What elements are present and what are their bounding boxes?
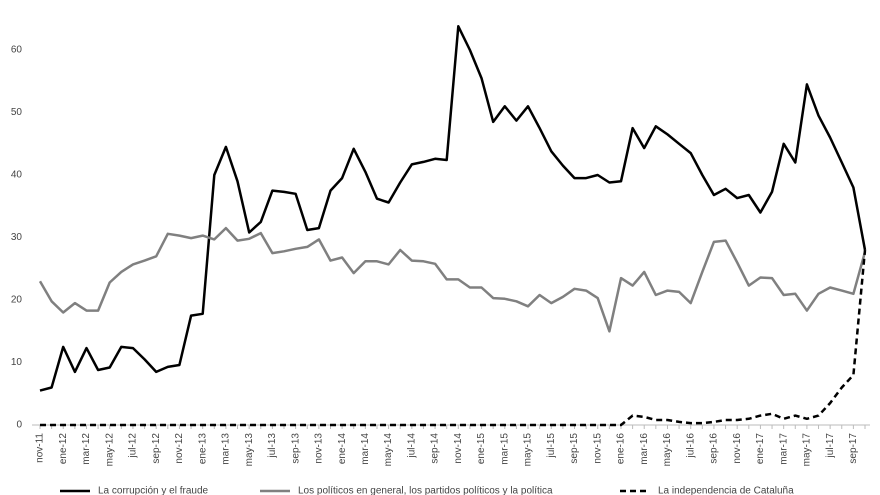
series-line <box>39 25 867 392</box>
x-tick-label: sep-13 <box>290 433 301 464</box>
x-tick-label: ene-13 <box>197 433 208 465</box>
legend-label: La independencia de Cataluña <box>658 486 794 495</box>
x-tick-label: may-12 <box>104 433 115 467</box>
x-tick-label: mar-16 <box>639 433 650 465</box>
x-tick-label: mar-15 <box>499 433 510 465</box>
x-tick-label: ene-16 <box>616 433 627 465</box>
y-tick-label: 60 <box>11 45 23 56</box>
x-tick-label: jul-16 <box>685 433 696 459</box>
x-tick-label: mar-17 <box>778 433 789 465</box>
x-tick-label: nov-11 <box>35 433 46 463</box>
y-tick-label: 40 <box>11 170 23 181</box>
x-tick-label: sep-14 <box>430 433 441 464</box>
x-tick-label: jul-15 <box>546 433 557 459</box>
y-tick-label: 20 <box>11 295 23 306</box>
x-tick-label: jul-17 <box>825 433 836 459</box>
x-tick-label: may-13 <box>244 433 255 467</box>
x-tick-label: nov-14 <box>453 433 464 464</box>
x-tick-label: nov-13 <box>314 433 325 464</box>
x-tick-label: may-14 <box>383 433 394 467</box>
x-tick-label: sep-12 <box>151 433 162 464</box>
y-tick-label: 0 <box>16 420 22 431</box>
legend-label: Los políticos en general, los partidos p… <box>298 486 553 495</box>
x-tick-label: jul-14 <box>406 433 417 459</box>
x-tick-label: may-17 <box>802 433 813 467</box>
x-tick-label: mar-12 <box>81 433 92 465</box>
x-tick-label: ene-12 <box>58 433 69 465</box>
x-tick-label: may-16 <box>662 433 673 467</box>
series-line <box>40 249 867 427</box>
y-tick-label: 50 <box>11 107 23 118</box>
x-tick-label: sep-16 <box>709 433 720 464</box>
x-tick-label: jul-12 <box>128 433 139 459</box>
x-tick-label: sep-17 <box>848 433 859 464</box>
x-tick-label: jul-13 <box>267 433 278 459</box>
x-tick-label: mar-14 <box>360 433 371 465</box>
series-line <box>38 226 867 333</box>
x-tick-label: mar-13 <box>221 433 232 465</box>
y-tick-label: 30 <box>11 232 23 243</box>
x-tick-label: sep-15 <box>569 433 580 464</box>
legend-label: La corrupción y el fraude <box>98 486 209 495</box>
x-tick-label: may-15 <box>523 433 534 467</box>
x-tick-label: nov-12 <box>174 433 185 464</box>
y-tick-label: 10 <box>11 357 23 368</box>
x-tick-label: nov-16 <box>732 433 743 464</box>
x-tick-label: ene-14 <box>337 433 348 465</box>
x-tick-label: ene-15 <box>476 433 487 465</box>
x-tick-label: ene-17 <box>755 433 766 465</box>
x-tick-label: nov-15 <box>592 433 603 464</box>
